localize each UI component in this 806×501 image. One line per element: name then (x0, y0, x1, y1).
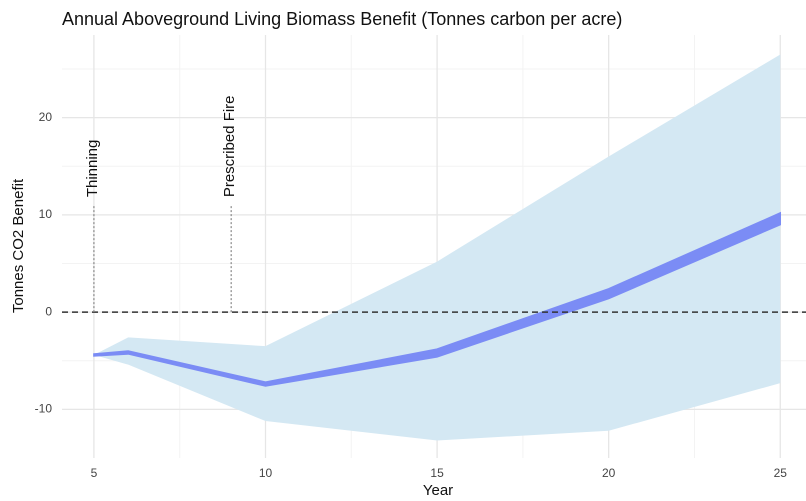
x-axis-label: Year (423, 482, 453, 499)
y-tick-label: 20 (39, 110, 53, 124)
y-tick-label: -10 (35, 402, 53, 416)
x-tick-label: 5 (91, 466, 98, 480)
x-tick-label: 15 (430, 466, 444, 480)
x-tick-label: 10 (259, 466, 273, 480)
y-tick-label: 10 (39, 207, 53, 221)
y-tick-label: 0 (45, 304, 52, 318)
annotation-label: Thinning (84, 140, 101, 198)
annotation-label: Prescribed Fire (221, 95, 238, 197)
y-axis-label: Tonnes CO2 Benefit (10, 178, 27, 313)
x-tick-label: 20 (602, 466, 616, 480)
band (93, 211, 782, 387)
x-tick-label: 25 (774, 466, 788, 480)
band (93, 54, 781, 441)
chart-title: Annual Aboveground Living Biomass Benefi… (62, 9, 622, 29)
